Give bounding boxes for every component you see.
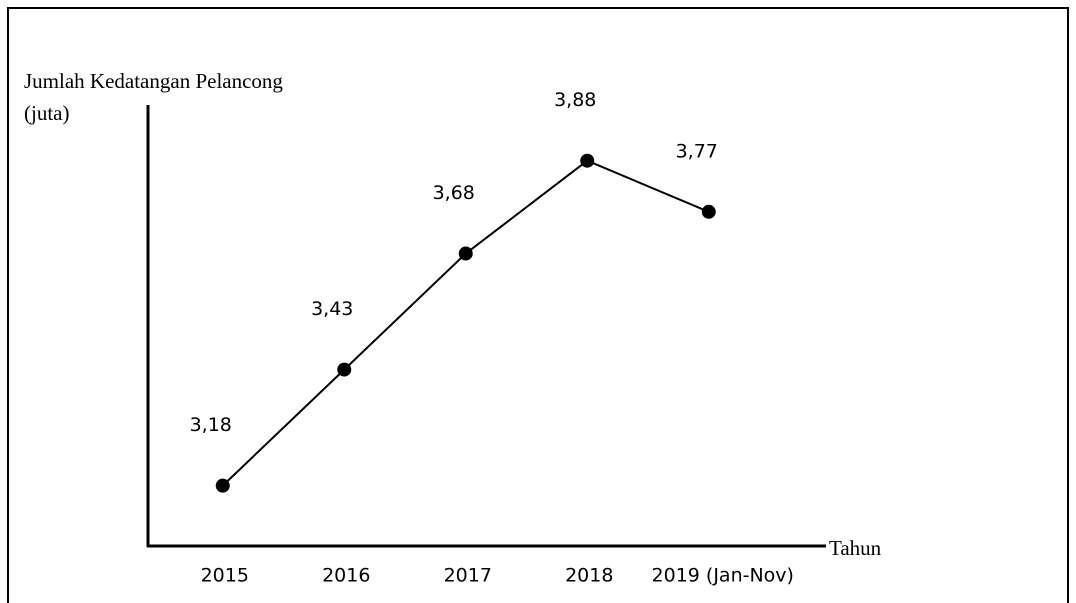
data-label: 3,43 xyxy=(311,298,353,320)
point xyxy=(458,246,473,261)
data-label: 3,18 xyxy=(190,414,232,436)
line xyxy=(222,159,710,487)
x-tick-label: 2019 (Jan-Nov) xyxy=(652,565,794,587)
point xyxy=(701,204,716,219)
data-label: 3,77 xyxy=(676,140,718,162)
x-tick-label: 2017 xyxy=(444,565,492,587)
x-tick-label: 2018 xyxy=(565,565,613,587)
frame xyxy=(7,7,1069,603)
x-tick-label: 2016 xyxy=(322,565,370,587)
point xyxy=(215,478,230,493)
point xyxy=(580,153,595,168)
x-axis-label: Tahun xyxy=(829,536,882,560)
data-label: 3,68 xyxy=(433,182,475,204)
y-axis-label: Jumlah Kedatangan Pelancong xyxy=(24,69,283,93)
x-tick-label: 2015 xyxy=(201,565,249,587)
y-axis-label: (juta) xyxy=(24,101,69,125)
point xyxy=(337,362,352,377)
data-label: 3,88 xyxy=(554,89,596,111)
